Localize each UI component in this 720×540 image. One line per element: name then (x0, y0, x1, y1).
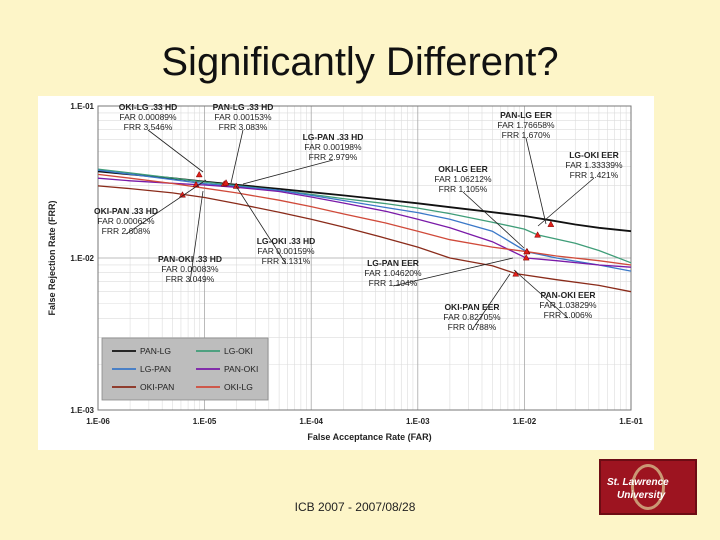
callout-value: FRR 3.546% (124, 122, 173, 132)
callout-value: FAR 0.00083% (161, 264, 219, 274)
callout-arrow (189, 190, 204, 283)
callout-value: FAR 0.00159% (257, 246, 315, 256)
callout-title: LG-OKI .33 HD (257, 236, 316, 246)
callout-arrow (471, 273, 511, 331)
callout-value: FRR 1.006% (544, 310, 593, 320)
callout-value: FRR 3.049% (166, 274, 215, 284)
callout-value: FRR 3.131% (262, 256, 311, 266)
callout-title: PAN-OKI EER (540, 290, 595, 300)
callout-arrow (230, 129, 244, 184)
callout-value: FRR 1.670% (502, 130, 551, 140)
callout-title: OKI-LG EER (438, 164, 488, 174)
callout-arrow (147, 129, 204, 173)
callout-title: PAN-OKI .33 HD (158, 254, 222, 264)
legend-label: OKI-PAN (140, 382, 174, 392)
callout-value: FAR 0.00089% (119, 112, 177, 122)
logo-emblem-icon (631, 464, 665, 510)
legend-box (101, 337, 269, 401)
callout-value: FAR 0.82705% (443, 312, 501, 322)
x-tick-label: 1.E-02 (513, 417, 537, 426)
series-line-lg-oki (97, 168, 632, 264)
callout-title: LG-OKI EER (569, 150, 619, 160)
callout-value: FRR 1.421% (570, 170, 619, 180)
callout-value: FAR 1.04620% (364, 268, 422, 278)
legend-label: OKI-LG (224, 382, 253, 392)
operating-point-marker (222, 179, 230, 186)
legend-label: PAN-LG (140, 346, 171, 356)
slide-title: Significantly Different? (161, 40, 559, 84)
callout-value: FAR 1.76658% (497, 120, 555, 130)
callout-title: OKI-PAN EER (444, 302, 499, 312)
callout-value: FAR 1.33339% (565, 160, 623, 170)
callout-value: FRR 2.608% (102, 226, 151, 236)
legend-label: PAN-OKI (224, 364, 258, 374)
series-line-oki-lg (97, 173, 632, 266)
callout-title: LG-PAN EER (367, 258, 419, 268)
operating-point-marker (523, 247, 531, 255)
y-tick-label: 1.E-01 (70, 102, 94, 111)
logo-line-1: St. Lawrence (607, 477, 669, 488)
x-tick-label: 1.E-06 (86, 417, 110, 426)
university-logo: St. Lawrence University (599, 459, 697, 515)
callout-arrow (525, 137, 547, 225)
callout-arrow (462, 191, 525, 249)
callout-value: FRR 2.979% (309, 152, 358, 162)
callout-value: FRR 1.104% (369, 278, 418, 288)
plot-frame (97, 105, 632, 411)
callout-value: FAR 0.00153% (214, 112, 272, 122)
y-tick-label: 1.E-03 (70, 406, 94, 415)
y-axis-title: False Rejection Rate (FRR) (47, 200, 57, 315)
logo-line-2: University (617, 490, 666, 501)
callout-value: FAR 1.03829% (539, 300, 597, 310)
operating-point-marker (547, 220, 555, 227)
callout-arrow (537, 177, 595, 227)
y-tick-label: 1.E-02 (70, 254, 94, 263)
callout-title: PAN-LG .33 HD (213, 102, 274, 112)
x-tick-label: 1.E-01 (619, 417, 643, 426)
callout-value: FRR 3.083% (219, 122, 268, 132)
x-tick-label: 1.E-04 (299, 417, 323, 426)
slide-footer: ICB 2007 - 2007/08/28 (294, 500, 416, 514)
series-line-lg-pan (97, 169, 632, 272)
callout-value: FRR 0.788% (448, 322, 497, 332)
callout-title: PAN-LG EER (500, 110, 552, 120)
callout-value: FRR 1.105% (439, 184, 488, 194)
callout-arrow (242, 159, 334, 185)
roc-chart: 1.E-06 1.E-05 1.E-04 1.E-03 1.E-02 1.E-01 1.E-… (38, 96, 654, 450)
callout-arrow (125, 179, 207, 235)
legend-label: LG-OKI (224, 346, 253, 356)
callout-arrow (235, 185, 287, 265)
chart-svg: 1.E-06 1.E-05 1.E-04 1.E-03 1.E-02 1.E-01 1.E-… (47, 102, 643, 442)
x-tick-label: 1.E-05 (193, 417, 217, 426)
callout-title: OKI-PAN .33 HD (94, 206, 158, 216)
callout-title: OKI-LG .33 HD (119, 102, 178, 112)
series-line-oki-pan (97, 185, 632, 293)
callout-value: FAR 0.00198% (304, 142, 362, 152)
operating-point-marker (534, 231, 542, 238)
operating-point-marker (512, 270, 520, 277)
series-line-pan-oki (97, 177, 632, 268)
x-axis-title: False Acceptance Rate (FAR) (307, 432, 431, 442)
x-tick-label: 1.E-03 (406, 417, 430, 426)
callout-title: LG-PAN .33 HD (303, 132, 364, 142)
operating-point-marker (232, 182, 240, 189)
callout-arrow (392, 257, 514, 287)
callout-value: FAR 1.06212% (434, 174, 492, 184)
callout-arrow (513, 269, 569, 319)
operating-point-marker (195, 170, 203, 178)
legend-label: LG-PAN (140, 364, 171, 374)
operating-point-marker (522, 254, 530, 261)
callout-value: FAR 0.00062% (97, 216, 155, 226)
